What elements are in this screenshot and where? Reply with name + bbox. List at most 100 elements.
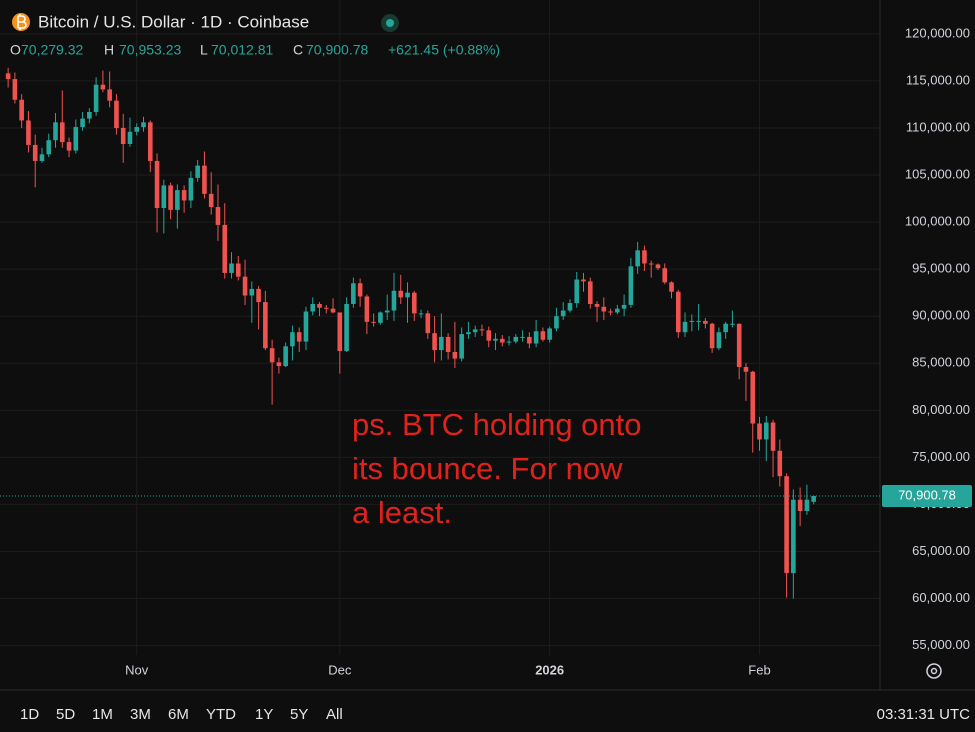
candle-body bbox=[46, 140, 52, 155]
candles bbox=[5, 67, 816, 599]
candle-body bbox=[283, 346, 288, 367]
candle-body bbox=[696, 320, 701, 322]
candle-body bbox=[344, 303, 349, 352]
candle-body bbox=[736, 323, 742, 368]
y-tick-label: 65,000.00 bbox=[912, 543, 970, 558]
annotation-line: its bounce. For now bbox=[352, 451, 623, 486]
candle-body bbox=[655, 264, 661, 269]
range-button[interactable]: 1Y bbox=[255, 706, 273, 723]
range-toolbar: 1D 5D 1M 3M 6M YTD 1Y 5Y All bbox=[20, 706, 343, 723]
candle-body bbox=[398, 290, 404, 298]
candle-body bbox=[506, 341, 512, 343]
candle-body bbox=[567, 303, 573, 311]
candle-body bbox=[222, 224, 228, 273]
candle-body bbox=[330, 308, 336, 313]
x-tick-label: Nov bbox=[125, 662, 149, 677]
candle-body bbox=[716, 332, 722, 349]
x-tick-label: Feb bbox=[748, 662, 770, 677]
last-price-label: 70,900.78 bbox=[898, 487, 956, 502]
candle-body bbox=[391, 290, 397, 311]
candle-body bbox=[574, 279, 580, 304]
candle-body bbox=[100, 84, 106, 90]
candle-body bbox=[615, 308, 620, 313]
candle-body bbox=[621, 304, 627, 309]
range-button[interactable]: 5Y bbox=[290, 706, 308, 723]
candle-body bbox=[154, 160, 160, 208]
candle-body bbox=[662, 268, 668, 283]
candle-body bbox=[757, 423, 762, 440]
ohlc-legend: O 70,279.32 H 70,953.23 L 70,012.81 C 70,900.78 bbox=[10, 42, 368, 58]
candle-body bbox=[26, 120, 31, 145]
ohlc-key: L bbox=[200, 42, 208, 58]
candle-body bbox=[364, 296, 370, 322]
range-button[interactable]: 1D bbox=[20, 706, 39, 723]
range-button[interactable]: 6M bbox=[168, 706, 189, 723]
candle-body bbox=[730, 323, 735, 325]
candle-body bbox=[445, 336, 451, 352]
ohlc-key: C bbox=[293, 42, 303, 58]
settings-button[interactable] bbox=[926, 663, 942, 679]
candle-body bbox=[120, 127, 126, 144]
range-button[interactable]: 5D bbox=[56, 706, 75, 723]
candle-body bbox=[39, 154, 45, 161]
candle-body bbox=[601, 306, 607, 312]
candle-body bbox=[533, 331, 539, 344]
candle-body bbox=[411, 292, 417, 314]
x-tick-label: 2026 bbox=[535, 662, 564, 677]
candle-body bbox=[181, 190, 187, 201]
ohlc-key: H bbox=[104, 42, 114, 58]
price-axis: 55,000.0060,000.0065,000.0070,000.0075,0… bbox=[125, 25, 970, 677]
candle-body bbox=[486, 330, 492, 341]
candle-body bbox=[19, 99, 24, 121]
candle-body bbox=[791, 499, 796, 574]
ohlc-value: 70,900.78 bbox=[306, 42, 368, 58]
annotation-line: ps. BTC holding onto bbox=[352, 407, 642, 442]
range-button[interactable]: 3M bbox=[130, 706, 151, 723]
range-button[interactable]: All bbox=[326, 706, 343, 723]
ohlc-change: +621.45 (+0.88%) bbox=[388, 42, 500, 58]
y-tick-label: 90,000.00 bbox=[912, 308, 970, 323]
candle-body bbox=[709, 323, 715, 349]
candle-body bbox=[80, 118, 85, 128]
candle-body bbox=[472, 329, 478, 333]
y-tick-label: 95,000.00 bbox=[912, 261, 970, 276]
y-tick-label: 80,000.00 bbox=[912, 402, 970, 417]
candle-body bbox=[384, 310, 390, 313]
symbol-logo-glyph bbox=[17, 14, 27, 30]
candle-body bbox=[161, 185, 167, 208]
candle-body bbox=[581, 279, 586, 282]
candle-body bbox=[675, 291, 681, 333]
candle-body bbox=[263, 302, 268, 349]
candle-body bbox=[642, 250, 647, 264]
candle-body bbox=[493, 338, 498, 341]
candle-body bbox=[73, 127, 79, 151]
candle-body bbox=[763, 422, 769, 440]
candle-body bbox=[784, 476, 789, 574]
candle-body bbox=[594, 303, 600, 307]
candle-body bbox=[249, 288, 255, 296]
candle-body bbox=[608, 311, 613, 313]
candle-body bbox=[337, 312, 343, 352]
candle-body bbox=[689, 320, 695, 322]
candle-body bbox=[242, 276, 248, 296]
candle-body bbox=[93, 84, 99, 112]
candle-body bbox=[378, 312, 383, 323]
candle-body bbox=[466, 332, 471, 335]
y-tick-label: 115,000.00 bbox=[906, 72, 970, 87]
candle-body bbox=[554, 316, 559, 329]
candle-body bbox=[53, 122, 58, 141]
ohlc-value: 70,279.32 bbox=[21, 42, 83, 58]
candle-body bbox=[317, 303, 322, 308]
candle-body bbox=[310, 303, 316, 312]
candle-body bbox=[141, 122, 146, 128]
candle-body bbox=[479, 329, 485, 331]
range-button[interactable]: 1M bbox=[92, 706, 113, 723]
candle-body bbox=[168, 185, 173, 210]
candle-body bbox=[127, 131, 133, 144]
candle-body bbox=[202, 165, 207, 194]
market-status-dot bbox=[386, 19, 394, 27]
candle-body bbox=[59, 122, 65, 143]
range-button[interactable]: YTD bbox=[206, 706, 236, 723]
candle-body bbox=[215, 207, 221, 225]
candle-body bbox=[587, 281, 593, 304]
